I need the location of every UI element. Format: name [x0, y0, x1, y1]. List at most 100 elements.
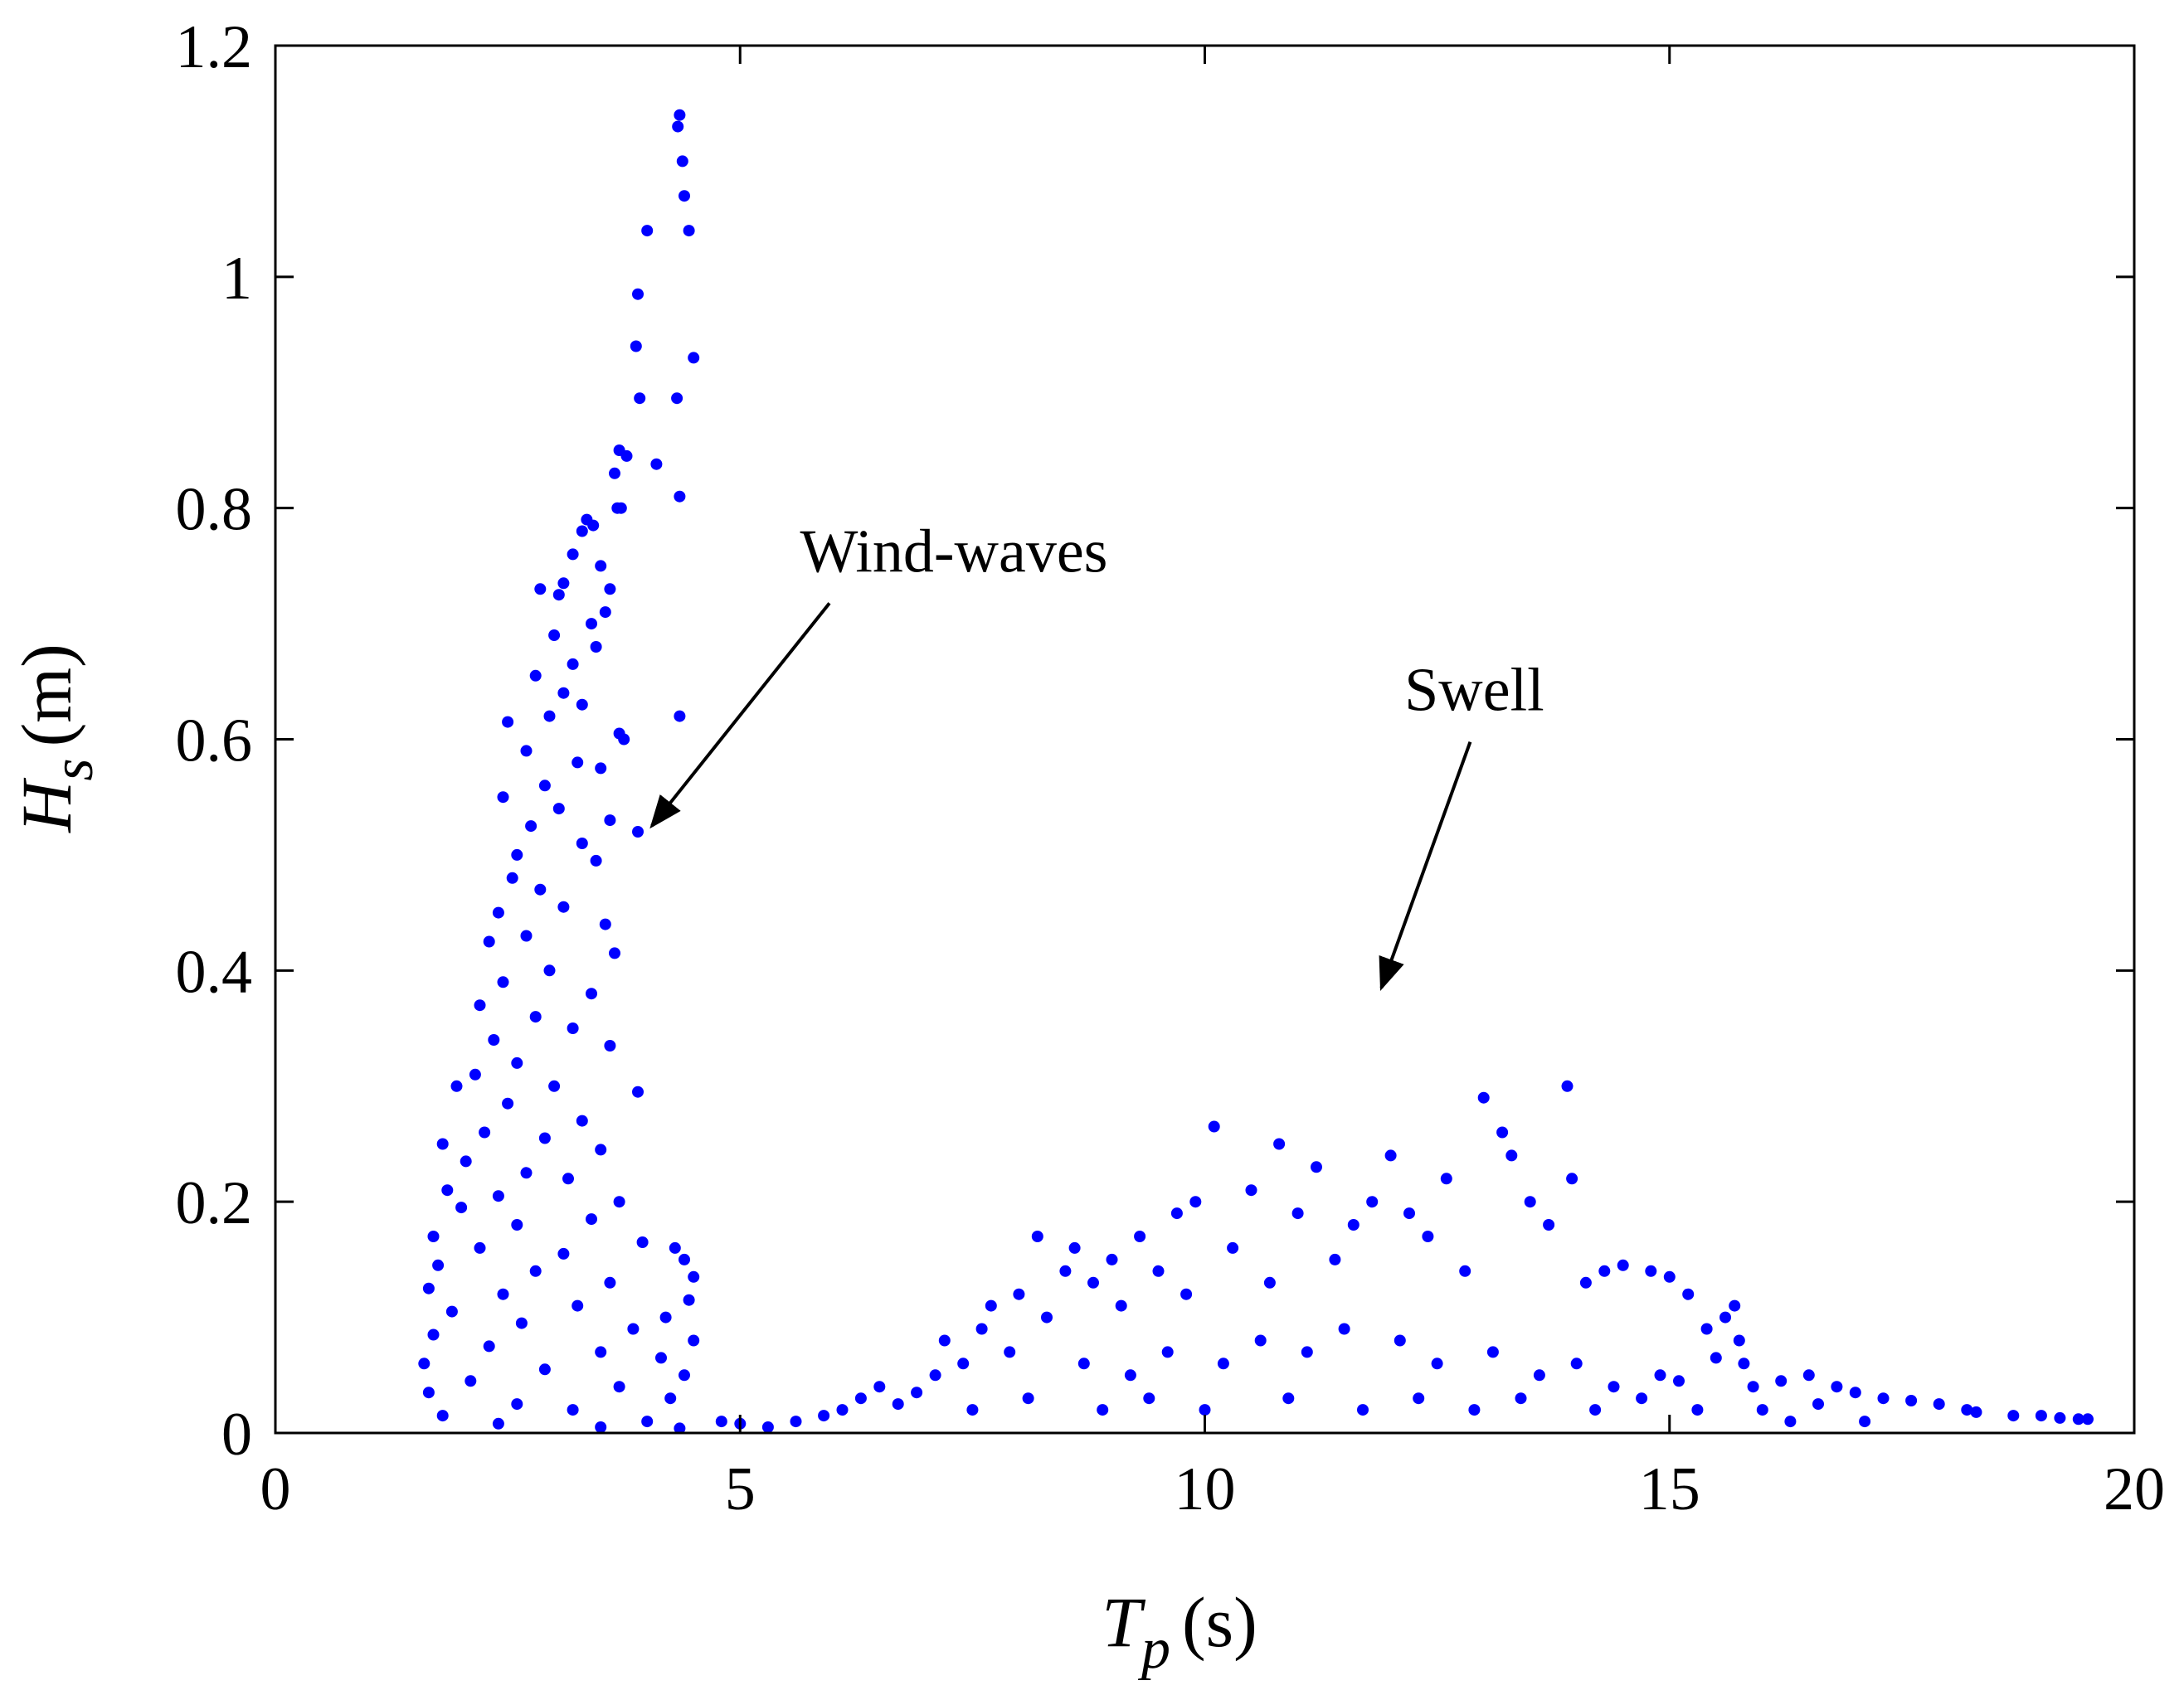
wind-waves-point-105 — [627, 1323, 640, 1335]
swell-point-103 — [1468, 1404, 1481, 1416]
wind-waves-point-97 — [604, 1276, 616, 1289]
wind-waves-point-4 — [683, 225, 695, 237]
swell-point-40 — [1403, 1207, 1415, 1220]
swell-point-12 — [957, 1358, 970, 1370]
wind-waves-point-55 — [492, 906, 504, 919]
wind-waves-point-41 — [572, 756, 584, 769]
x-tick-label-2: 10 — [1175, 1455, 1236, 1523]
swell-point-36 — [1329, 1253, 1341, 1265]
wind-waves-point-47 — [525, 820, 537, 833]
wind-waves-point-25 — [552, 589, 565, 601]
wind-waves-point-1 — [672, 120, 684, 133]
y-axis-symbol: H — [7, 778, 86, 833]
swell-point-14 — [985, 1299, 997, 1312]
wind-waves-point-36 — [674, 710, 686, 722]
swell-point-52 — [1598, 1265, 1611, 1277]
swell-point-72 — [1933, 1398, 1945, 1411]
wind-waves-point-73 — [502, 1097, 514, 1110]
swell-point-87 — [1394, 1334, 1406, 1347]
swell-point-13 — [975, 1323, 988, 1335]
swell-point-2 — [761, 1421, 774, 1433]
swell-point-92 — [1608, 1381, 1620, 1393]
wind-waves-point-14 — [609, 467, 620, 479]
wind-waves-point-23 — [557, 577, 570, 590]
wind-waves-point-44 — [497, 791, 509, 804]
swell-point-17 — [1031, 1231, 1043, 1242]
swell-point-5 — [836, 1404, 849, 1416]
swell-point-98 — [1143, 1392, 1155, 1405]
wind-waves-point-35 — [543, 710, 556, 722]
wind-waves-point-63 — [474, 999, 486, 1012]
wind-waves-point-3 — [679, 190, 690, 202]
swell-point-80 — [1077, 1358, 1090, 1370]
wind-waves-point-80 — [520, 1167, 533, 1179]
y-tick-label-3: 0.6 — [176, 707, 253, 775]
x-tick-label-3: 15 — [1639, 1455, 1700, 1523]
swell-point-85 — [1301, 1346, 1313, 1358]
swell-point-102 — [1413, 1392, 1425, 1405]
wind-waves-point-85 — [455, 1202, 468, 1214]
swell-point-4 — [818, 1410, 830, 1422]
swell-point-21 — [1087, 1276, 1099, 1289]
x-axis-symbol: T — [1102, 1582, 1146, 1662]
x-axis-unit: (s) — [1182, 1582, 1257, 1662]
wind-waves-point-122 — [492, 1417, 504, 1430]
y-axis-subscript: s — [41, 758, 105, 780]
swell-point-15 — [1004, 1346, 1016, 1358]
swell-point-10 — [929, 1369, 941, 1382]
wind-waves-point-53 — [534, 883, 547, 896]
swell-point-51 — [1579, 1276, 1592, 1289]
wind-waves-point-101 — [572, 1299, 584, 1312]
wind-waves-point-124 — [674, 1422, 686, 1435]
wind-waves-point-24 — [534, 583, 547, 595]
swell-point-70 — [1877, 1392, 1890, 1405]
x-tick-label-4: 20 — [2104, 1455, 2165, 1523]
wind-waves-point-82 — [441, 1184, 454, 1197]
swell-point-22 — [1106, 1253, 1118, 1265]
wind-waves-point-32 — [529, 669, 542, 682]
wind-waves-point-75 — [479, 1126, 491, 1139]
swell-point-100 — [1282, 1392, 1295, 1405]
wind-waves-point-95 — [529, 1265, 542, 1277]
swell-point-61 — [1738, 1358, 1750, 1370]
wind-waves-point-79 — [460, 1155, 472, 1168]
swell-point-83 — [1217, 1358, 1229, 1370]
y-axis-unit: (m) — [7, 644, 86, 746]
wind-waves-point-83 — [492, 1190, 504, 1202]
wind-waves-point-39 — [618, 733, 630, 746]
swell-point-73 — [1961, 1404, 1973, 1416]
swell-point-89 — [1486, 1346, 1499, 1358]
swell-point-37 — [1347, 1219, 1360, 1231]
wind-waves-point-37 — [502, 716, 514, 728]
wind-waves-point-107 — [688, 1334, 700, 1347]
swell-point-23 — [1115, 1299, 1127, 1312]
wind-waves-point-70 — [548, 1080, 561, 1092]
swell-point-45 — [1496, 1126, 1509, 1139]
swell-point-64 — [1673, 1375, 1685, 1387]
swell-point-6 — [854, 1392, 867, 1405]
swell-point-69 — [1849, 1387, 1861, 1399]
swell-point-88 — [1431, 1358, 1443, 1370]
swell-point-34 — [1291, 1207, 1304, 1220]
wind-waves-point-118 — [511, 1398, 523, 1411]
x-axis-subscript: p — [1137, 1617, 1170, 1681]
swell-point-53 — [1617, 1259, 1629, 1271]
wind-waves-point-66 — [488, 1034, 500, 1046]
swell-point-44 — [1477, 1091, 1490, 1104]
wind-waves-point-103 — [659, 1311, 672, 1324]
swell-point-107 — [1691, 1404, 1704, 1416]
y-tick-label-1: 0.2 — [176, 1169, 253, 1237]
wind-waves-point-34 — [576, 698, 588, 711]
swell-point-96 — [1022, 1392, 1034, 1405]
wind-waves-point-94 — [432, 1259, 445, 1271]
swell-point-35 — [1311, 1161, 1322, 1173]
y-tick-label-2: 0.4 — [176, 938, 253, 1006]
x-axis-title: Tp (s) — [1102, 1582, 1257, 1681]
swell-point-32 — [1263, 1276, 1276, 1289]
swell-point-79 — [2082, 1413, 2094, 1426]
swell-point-60 — [1733, 1334, 1745, 1347]
wind-waves-point-104 — [515, 1317, 528, 1329]
wind-waves-point-78 — [595, 1144, 607, 1156]
swell-point-25 — [1152, 1265, 1165, 1277]
wind-waves-point-71 — [632, 1086, 644, 1098]
